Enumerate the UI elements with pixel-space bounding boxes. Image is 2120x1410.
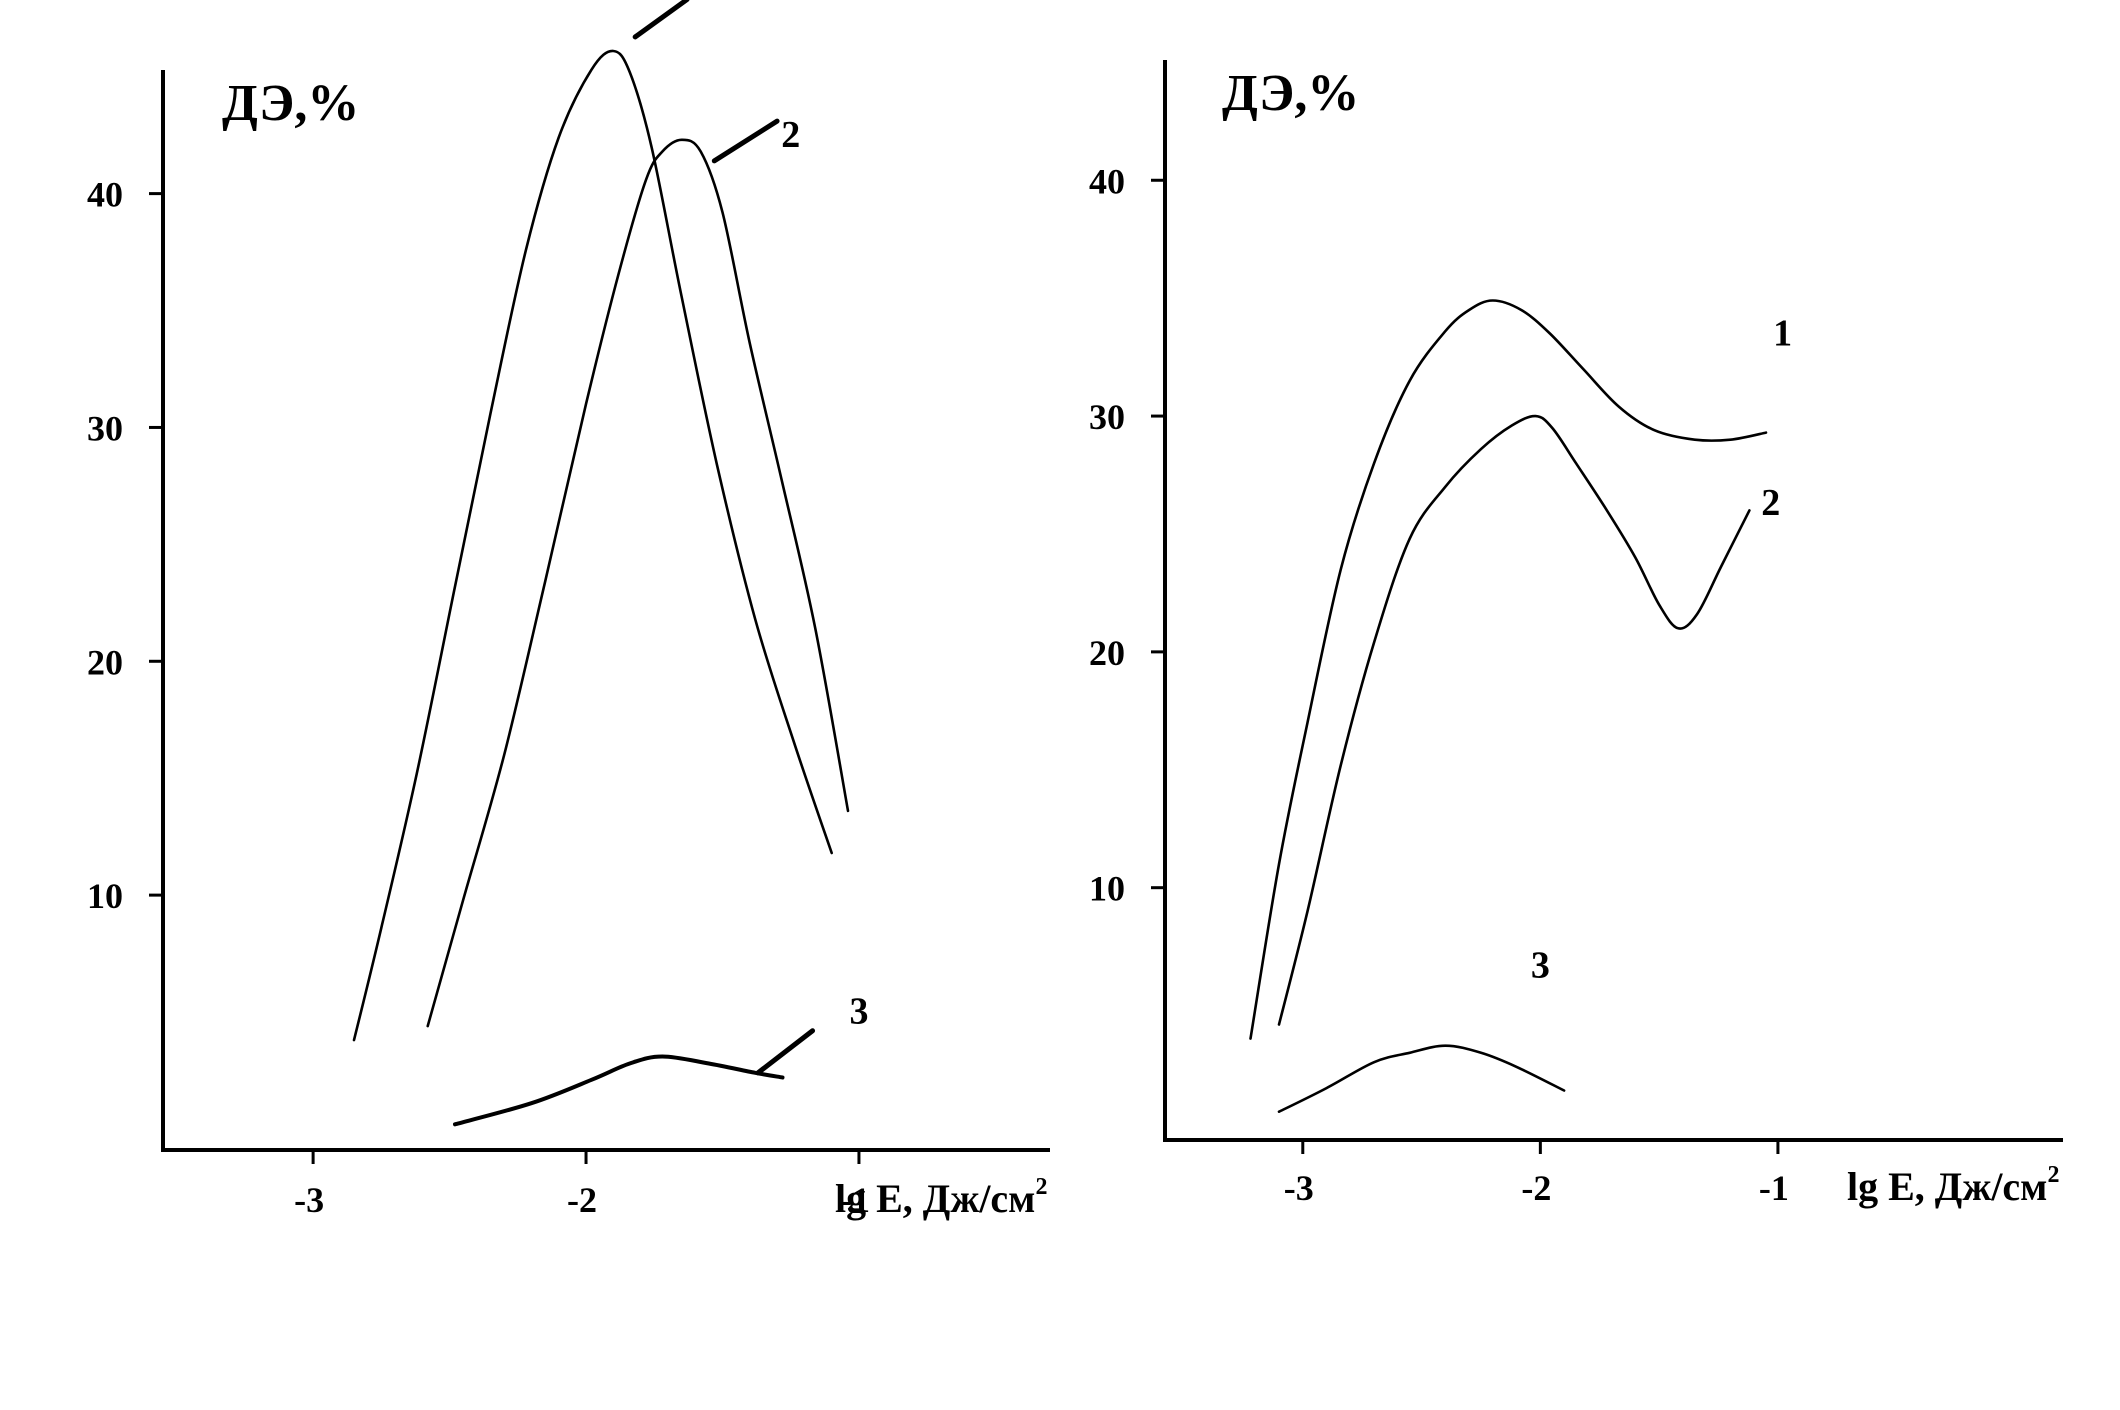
series-3-line bbox=[1277, 1044, 1566, 1113]
y-tick-label: 20 bbox=[1089, 633, 1125, 673]
chart-left: 10 20 30 40 -3 -2 -1 ДЭ,% lg E, Дж/см2 1 2 3 bbox=[87, 0, 1050, 1221]
curve-label-2: 2 bbox=[1761, 482, 1780, 524]
curve-label-2: 2 bbox=[781, 114, 800, 156]
curve-label-1: 1 bbox=[1773, 312, 1792, 354]
curve-label-3: 3 bbox=[849, 991, 868, 1033]
x-axis-label-superscript: 2 bbox=[2047, 1162, 2059, 1188]
x-tick-label: -2 bbox=[567, 1180, 597, 1220]
series-1-line bbox=[1249, 299, 1768, 1040]
x-tick-label: -1 bbox=[1759, 1168, 1789, 1208]
curve-leader-line bbox=[711, 118, 780, 164]
x-axis-label: lg E, Дж/см2 bbox=[1847, 1162, 2059, 1209]
y-tick-label: 20 bbox=[87, 642, 123, 682]
x-tick-label: -1 bbox=[840, 1180, 870, 1220]
y-axis-label: ДЭ,% bbox=[222, 75, 359, 132]
series-2-line bbox=[1277, 414, 1751, 1026]
y-tick-label: 10 bbox=[87, 876, 123, 916]
y-axis-label: ДЭ,% bbox=[1222, 65, 1359, 122]
curve-label-1: 1 bbox=[686, 0, 705, 6]
x-tick-label: -3 bbox=[294, 1180, 324, 1220]
curve-label-3: 3 bbox=[1531, 944, 1550, 986]
curve-leader-line bbox=[755, 1028, 816, 1076]
y-tick-label: 30 bbox=[87, 408, 123, 448]
series-1-line bbox=[352, 49, 833, 1042]
x-tick-label: -3 bbox=[1284, 1168, 1314, 1208]
curve-leader-line bbox=[632, 0, 690, 40]
x-axis-label: lg E, Дж/см2 bbox=[835, 1174, 1047, 1221]
y-tick-label: 10 bbox=[1089, 869, 1125, 909]
y-tick-label: 40 bbox=[87, 175, 123, 215]
chart-right: 10 20 30 40 -3 -2 -1 ДЭ,% lg E, Дж/см2 1 2 3 bbox=[1089, 60, 2063, 1209]
x-tick-label: -2 bbox=[1521, 1168, 1551, 1208]
series-3-line bbox=[453, 1054, 785, 1127]
y-tick-label: 40 bbox=[1089, 161, 1125, 201]
series-2-line bbox=[426, 138, 850, 1028]
y-tick-label: 30 bbox=[1089, 397, 1125, 437]
x-axis-label-superscript: 2 bbox=[1035, 1174, 1047, 1200]
